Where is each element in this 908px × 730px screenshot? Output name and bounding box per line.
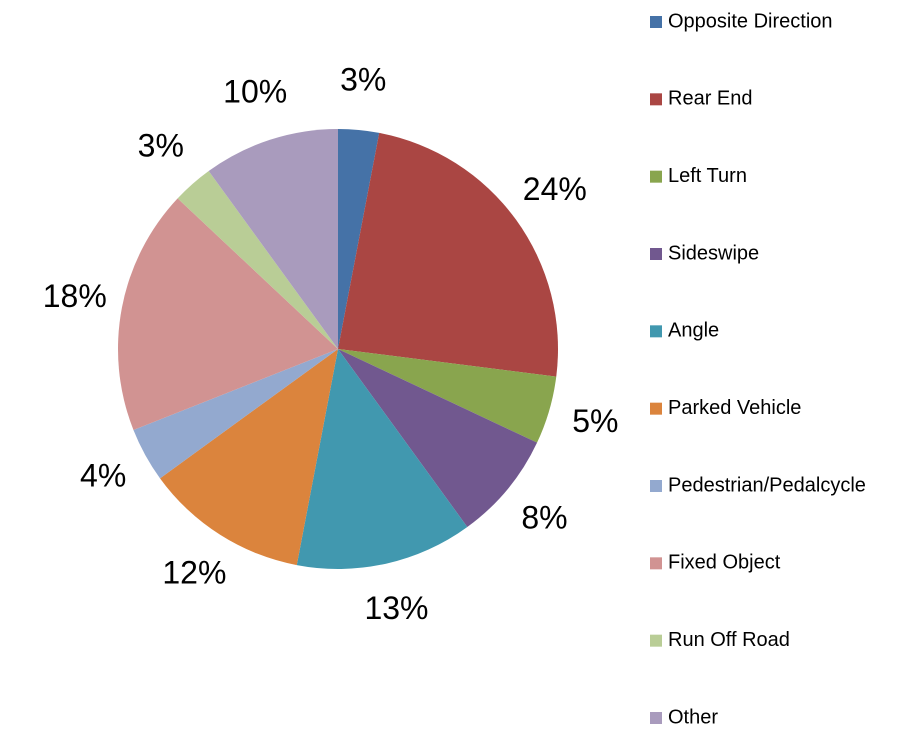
pie-slice <box>296 349 468 570</box>
legend-swatch <box>650 480 662 492</box>
data-label: 13% <box>364 590 428 626</box>
data-label: 10% <box>223 74 287 110</box>
legend-swatch <box>650 93 662 106</box>
legend-swatch <box>650 557 662 570</box>
pie-slice <box>338 349 557 443</box>
data-label: 4% <box>80 458 126 494</box>
data-label: 3% <box>340 62 386 98</box>
data-label: 8% <box>521 499 567 535</box>
pie-slice <box>177 171 338 349</box>
pie-slice <box>160 349 338 566</box>
legend-label: Left Turn <box>668 165 747 187</box>
legend-label: Other <box>668 706 718 728</box>
pie-slice <box>338 129 380 349</box>
data-label: 3% <box>138 127 184 163</box>
legend-label: Fixed Object <box>668 552 781 574</box>
pie-slice <box>338 132 558 377</box>
legend-label: Opposite Direction <box>668 10 833 32</box>
legend-label: Sideswipe <box>668 242 759 264</box>
data-label: 18% <box>43 278 107 314</box>
pie-slice <box>338 349 538 527</box>
legend-swatch <box>650 16 662 28</box>
pie-slice <box>133 349 338 479</box>
legend-label: Angle <box>668 320 719 342</box>
legend-label: Run Off Road <box>668 629 790 651</box>
legend-swatch <box>650 325 662 338</box>
legend-swatch <box>650 712 662 724</box>
legend-label: Rear End <box>668 88 753 110</box>
legend-swatch <box>650 402 662 415</box>
legend-swatch <box>650 634 662 647</box>
data-label: 12% <box>162 555 226 591</box>
legend-label: Pedestrian/Pedalcycle <box>668 474 866 496</box>
legend-swatch <box>650 248 662 260</box>
pie-slice <box>118 198 338 430</box>
pie-slice <box>208 129 338 349</box>
data-label: 5% <box>572 403 618 439</box>
legend-label: Parked Vehicle <box>668 397 801 419</box>
legend-swatch <box>650 170 662 183</box>
data-label: 24% <box>523 171 587 207</box>
